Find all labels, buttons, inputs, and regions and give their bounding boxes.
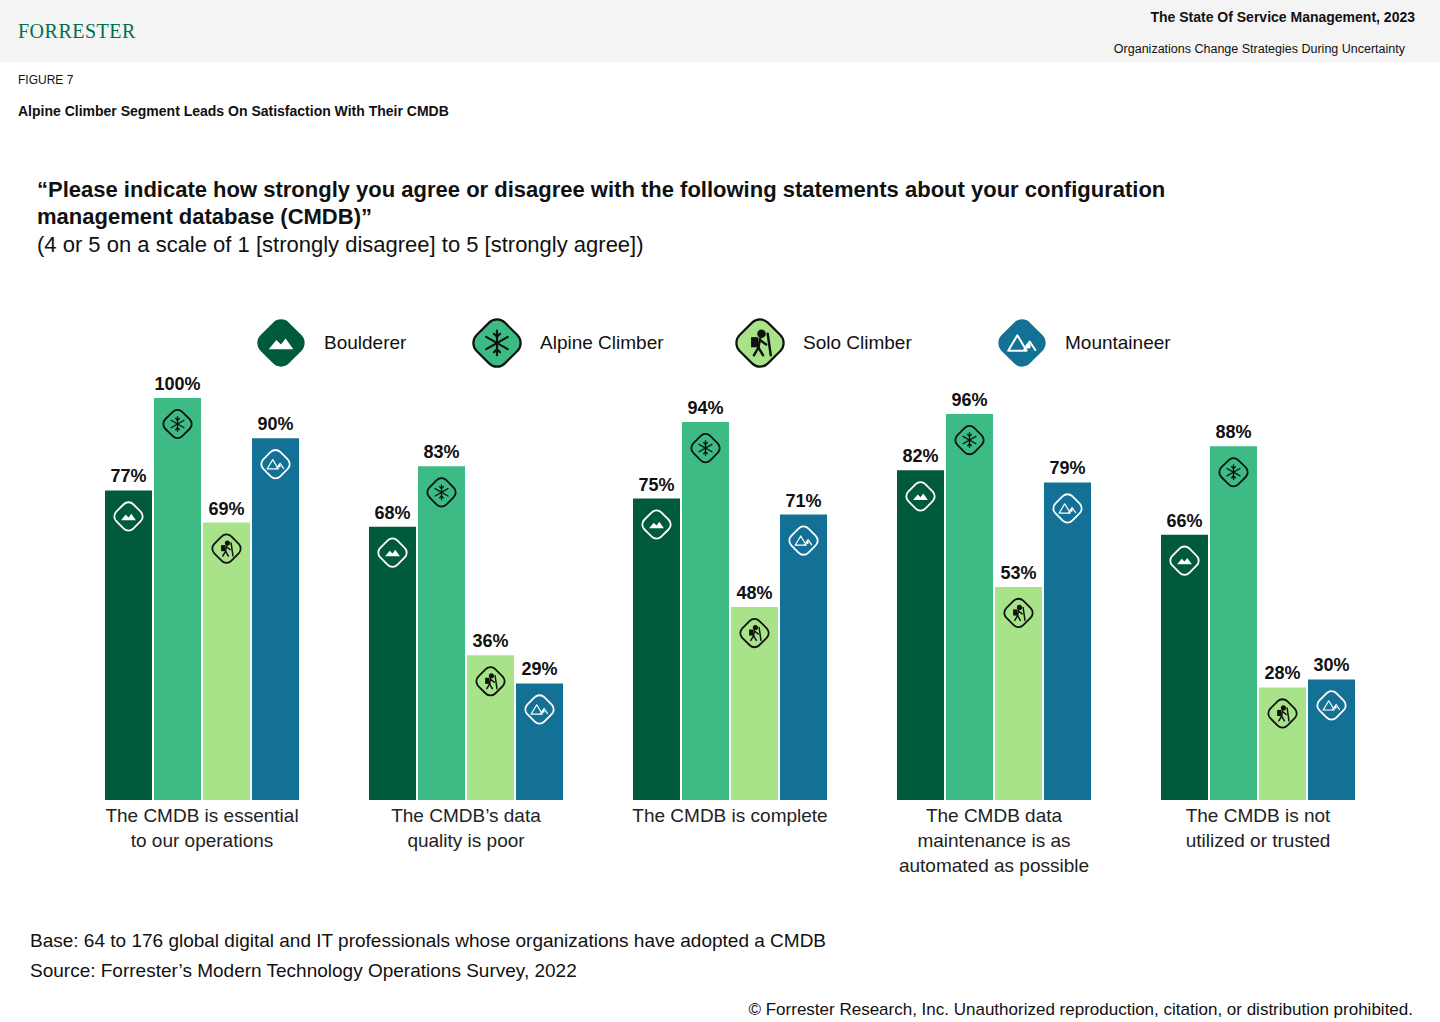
html-text:Source: Forrester’s Modern Tec: Source: Forrester’s Modern Technology Op… xyxy=(30,960,577,981)
html-text:Solo Climber: Solo Climber xyxy=(803,332,912,353)
svg-text:75%: 75% xyxy=(638,475,674,495)
svg-text:The CMDB is complete: The CMDB is complete xyxy=(632,805,827,826)
svg-text:79%: 79% xyxy=(1049,458,1085,478)
html-text:Alpine Climber Segment Leads O: Alpine Climber Segment Leads On Satisfac… xyxy=(18,103,449,119)
html-text:(4 or 5 on a scale of 1 [stron: (4 or 5 on a scale of 1 [strongly disagr… xyxy=(37,232,644,257)
svg-text:82%: 82% xyxy=(902,446,938,466)
svg-text:53%: 53% xyxy=(1000,563,1036,583)
svg-text:The CMDB is notutilized or tru: The CMDB is notutilized or trusted xyxy=(1186,805,1331,851)
svg-text:69%: 69% xyxy=(208,499,244,519)
svg-text:The CMDB’s dataquality is poor: The CMDB’s dataquality is poor xyxy=(391,805,541,851)
svg-text:28%: 28% xyxy=(1264,663,1300,683)
svg-text:100%: 100% xyxy=(154,374,200,394)
html-text:“Please indicate how strongly: “Please indicate how strongly you agree … xyxy=(37,177,1166,229)
html-text:Base: 64 to 176 global digital: Base: 64 to 176 global digital and IT pr… xyxy=(30,930,826,951)
svg-text:66%: 66% xyxy=(1166,511,1202,531)
svg-text:36%: 36% xyxy=(472,631,508,651)
svg-text:96%: 96% xyxy=(951,390,987,410)
html-text:FORRESTER: FORRESTER xyxy=(18,20,136,42)
html-text:FIGURE 7: FIGURE 7 xyxy=(18,73,74,87)
svg-text:83%: 83% xyxy=(423,442,459,462)
html-text:Alpine Climber: Alpine Climber xyxy=(540,332,664,353)
svg-text:68%: 68% xyxy=(374,503,410,523)
svg-text:77%: 77% xyxy=(110,466,146,486)
svg-text:29%: 29% xyxy=(521,659,557,679)
html-text:Organizations Change Strategie: Organizations Change Strategies During U… xyxy=(1113,42,1405,56)
svg-text:48%: 48% xyxy=(736,583,772,603)
html-text:Mountaineer: Mountaineer xyxy=(1065,332,1171,353)
svg-text:94%: 94% xyxy=(687,398,723,418)
svg-text:88%: 88% xyxy=(1215,422,1251,442)
svg-text:The CMDB is essentialto our op: The CMDB is essentialto our operations xyxy=(105,805,298,851)
html-text:The State Of Service Managemen: The State Of Service Management, 2023 xyxy=(1150,9,1415,25)
svg-text:71%: 71% xyxy=(785,491,821,511)
html-text:© Forrester Research, Inc. Una: © Forrester Research, Inc. Unauthorized … xyxy=(748,1000,1413,1019)
html-text:Boulderer: Boulderer xyxy=(324,332,407,353)
svg-text:30%: 30% xyxy=(1313,655,1349,675)
svg-text:90%: 90% xyxy=(257,414,293,434)
svg-text:The CMDB datamaintenance is as: The CMDB datamaintenance is asautomated … xyxy=(899,805,1089,876)
